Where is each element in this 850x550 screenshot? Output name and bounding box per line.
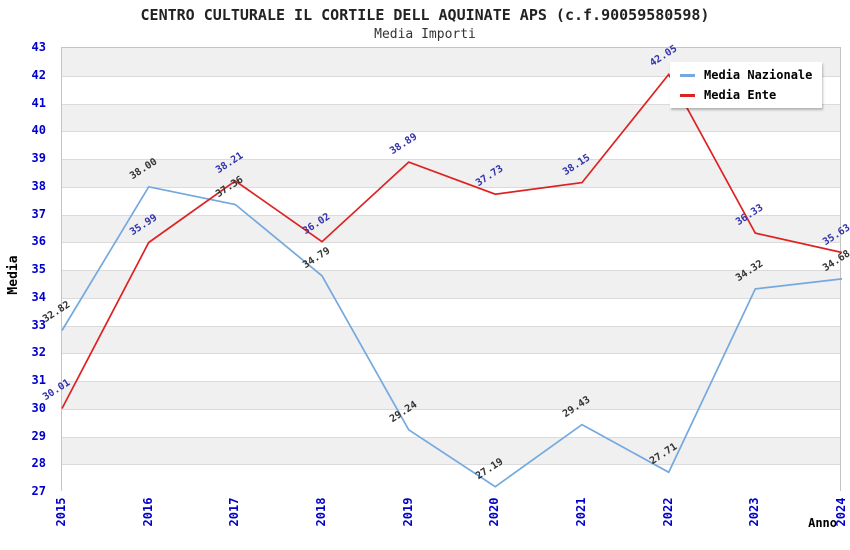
x-tick-label: 2017	[227, 497, 242, 527]
x-tick-label: 2020	[487, 497, 502, 527]
x-tick-label: 2018	[314, 497, 328, 527]
y-tick-label: 41	[31, 95, 46, 110]
x-tick-label: 2023	[747, 497, 762, 527]
x-tick-label: 2022	[660, 497, 675, 527]
y-tick-label: 36	[31, 234, 46, 249]
y-tick-label: 35	[31, 262, 46, 276]
y-tick-label: 29	[31, 428, 46, 443]
chart-subtitle: Media Importi	[374, 27, 476, 42]
chart-title: CENTRO CULTURALE IL CORTILE DELL AQUINAT…	[140, 6, 710, 24]
line-marker-icon	[680, 93, 695, 97]
x-tick-label: 2021	[574, 497, 588, 527]
x-tick-label: 2016	[140, 497, 155, 527]
y-tick-label: 40	[31, 123, 46, 138]
y-tick-label: 34	[31, 289, 46, 304]
series-lines	[61, 72, 843, 488]
series-line-media-nazionale	[61, 185, 843, 488]
y-tick-label: 32	[31, 345, 46, 360]
x-axis-title: Anno	[808, 516, 837, 530]
y-tick-label: 28	[31, 456, 46, 471]
y-tick-label: 39	[31, 151, 46, 165]
y-tick-label: 27	[31, 484, 46, 498]
legend-item-media-ente: Media Ente	[680, 88, 812, 102]
x-tick-label: 2019	[400, 497, 415, 527]
legend: Media Nazionale Media Ente	[670, 62, 823, 108]
legend-label: Media Ente	[704, 88, 777, 102]
series-line-media-ente	[61, 72, 843, 409]
plot-area: 32.82 38.00 37.36 34.79 29.24 27.19 29.43 27.71…	[41, 44, 850, 492]
x-tick-label: 2015	[54, 497, 68, 527]
y-tick-label: 31	[31, 373, 46, 387]
y-tick-label: 30	[31, 400, 46, 415]
legend-label: Media Nazionale	[704, 68, 813, 82]
line-marker-icon	[680, 73, 695, 77]
y-tick-label: 38	[31, 178, 46, 193]
y-tick-label: 33	[31, 317, 46, 332]
y-tick-label: 42	[31, 67, 46, 82]
y-tick-label: 43	[31, 40, 46, 54]
x-tick-label: 2024	[834, 497, 848, 527]
legend-item-media-nazionale: Media Nazionale	[680, 68, 812, 82]
y-tick-label: 37	[31, 206, 46, 221]
